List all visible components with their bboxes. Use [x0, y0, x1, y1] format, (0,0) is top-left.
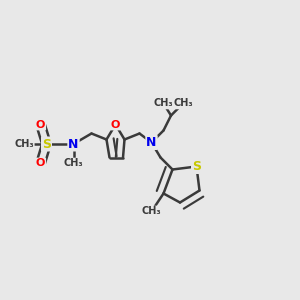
Text: S: S — [42, 137, 51, 151]
Text: CH₃: CH₃ — [14, 139, 34, 149]
Text: CH₃: CH₃ — [142, 206, 161, 217]
Text: CH₃: CH₃ — [154, 98, 173, 109]
Text: O: O — [36, 158, 45, 169]
Text: N: N — [68, 137, 79, 151]
Text: CH₃: CH₃ — [64, 158, 83, 169]
Text: S: S — [192, 160, 201, 173]
Text: CH₃: CH₃ — [173, 98, 193, 109]
Text: N: N — [146, 136, 157, 149]
Text: O: O — [111, 119, 120, 130]
Text: O: O — [36, 119, 45, 130]
